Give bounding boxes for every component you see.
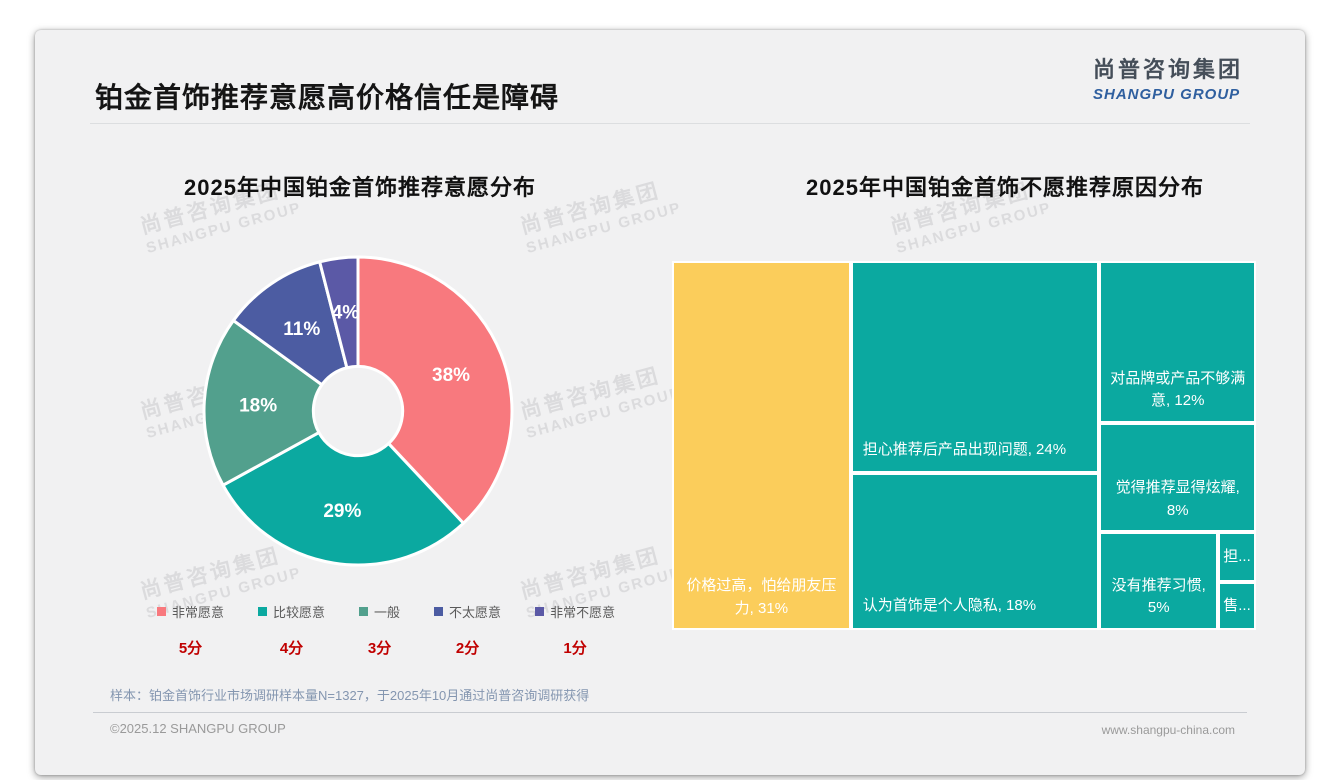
sample-note: 样本：铂金首饰行业市场调研样本量N=1327，于2025年10月通过尚普咨询调研… bbox=[110, 688, 590, 703]
logo-chinese-name: 尚普咨询集团 bbox=[1092, 57, 1243, 82]
donut-data-label: 29% bbox=[323, 501, 361, 522]
donut-slice-非常愿意 bbox=[356, 255, 514, 525]
treemap-cell-label: 售... bbox=[1223, 596, 1251, 614]
footer-divider bbox=[93, 712, 1247, 713]
legend-label: 非常不愿意 bbox=[550, 605, 616, 620]
donut-chart-svg: 38% 29% 18% 11% 4% bbox=[202, 255, 514, 567]
logo-english-name: SHANGPU GROUP bbox=[1092, 86, 1241, 103]
header-divider bbox=[90, 123, 1250, 124]
company-logo: 尚普咨询集团 SHANGPU GROUP bbox=[1093, 52, 1243, 103]
legend-item: 比较愿意 bbox=[258, 602, 325, 621]
legend-col-一般: 一般 3分 bbox=[359, 602, 400, 658]
watermark-en: SHANGPU GROUP bbox=[894, 199, 1054, 257]
legend-item: 一般 bbox=[359, 602, 400, 621]
treemap-cell-担...: 担... bbox=[1218, 532, 1256, 582]
watermark-en: SHANGPU GROUP bbox=[144, 199, 304, 257]
footer-copyright: ©2025.12 SHANGPU GROUP bbox=[110, 721, 286, 736]
legend-item: 非常不愿意 bbox=[535, 602, 615, 621]
legend-marker-icon bbox=[535, 607, 545, 616]
treemap-cell-觉得推荐显得炫耀: 觉得推荐显得炫耀, 8% bbox=[1099, 422, 1256, 533]
legend-score: 2分 bbox=[455, 640, 480, 657]
watermark-cn: 尚普咨询集团 bbox=[517, 364, 663, 424]
treemap-cell-label: 认为首饰是个人隐私, 18% bbox=[862, 597, 1037, 615]
treemap-cell-认为首饰是个人隐私: 认为首饰是个人隐私, 18% bbox=[850, 473, 1100, 630]
legend-col-比较愿意: 比较愿意 4分 bbox=[258, 602, 325, 658]
treemap-cell-价格过高，怕给朋友压力: 价格过高，怕给朋友压力, 31% bbox=[672, 261, 851, 630]
legend-marker-icon bbox=[157, 607, 166, 616]
slide-card: 尚普咨询集团 SHANGPU GROUP 尚普咨询集团 SHANGPU GROUP 尚普… bbox=[35, 30, 1305, 775]
treemap-cell-担心推荐后产品出现问题: 担心推荐后产品出现问题, 24% bbox=[850, 261, 1100, 474]
footer-website: www.shangpu-china.com bbox=[1101, 723, 1235, 737]
legend-label: 非常愿意 bbox=[172, 605, 225, 620]
legend-item: 不太愿意 bbox=[434, 602, 501, 621]
legend-marker-icon bbox=[258, 607, 268, 616]
page-title: 铂金首饰推荐意愿高价格信任是障碍 bbox=[95, 82, 560, 113]
donut-slice-非常不愿意 bbox=[318, 255, 360, 370]
watermark-cn: 尚普咨询集团 bbox=[517, 544, 663, 604]
legend-score: 5分 bbox=[178, 640, 203, 657]
legend-label: 不太愿意 bbox=[449, 605, 502, 620]
treemap-cell-label: 担心推荐后产品出现问题, 24% bbox=[862, 440, 1067, 458]
donut-legend: 非常愿意 5分 比较愿意 4分 一般 3分 不太愿意 2分 非常不愿意 1分 bbox=[157, 602, 615, 658]
donut-slice-比较愿意 bbox=[221, 431, 465, 567]
treemap-cell-没有推荐习惯: 没有推荐习惯, 5% bbox=[1099, 532, 1219, 630]
watermark-en: SHANGPU GROUP bbox=[524, 384, 684, 442]
treemap-chart-title: 2025年中国铂金首饰不愿推荐原因分布 bbox=[806, 175, 1204, 200]
treemap-cell-售...: 售... bbox=[1218, 581, 1256, 630]
donut-data-label: 11% bbox=[283, 319, 320, 340]
donut-slice-一般 bbox=[202, 318, 324, 487]
donut-data-label: 38% bbox=[432, 365, 470, 386]
donut-data-label: 4% bbox=[332, 303, 360, 324]
donut-chart: 38% 29% 18% 11% 4% bbox=[198, 251, 518, 571]
legend-marker-icon bbox=[434, 607, 444, 616]
legend-marker-icon bbox=[359, 607, 369, 616]
treemap-cell-对品牌或产品不够满意: 对品牌或产品不够满意, 12% bbox=[1099, 261, 1256, 423]
legend-item: 非常愿意 bbox=[157, 602, 224, 621]
legend-col-非常愿意: 非常愿意 5分 bbox=[157, 602, 224, 658]
donut-slice-不太愿意 bbox=[231, 260, 349, 387]
treemap-cell-label: 对品牌或产品不够满意, 12% bbox=[1110, 369, 1246, 410]
legend-score: 1分 bbox=[563, 640, 587, 657]
legend-label: 一般 bbox=[374, 605, 401, 620]
legend-score: 3分 bbox=[367, 640, 392, 657]
treemap-cell-label: 没有推荐习惯, 5% bbox=[1111, 576, 1206, 617]
legend-score: 4分 bbox=[279, 640, 304, 657]
treemap-cell-label: 担... bbox=[1223, 547, 1251, 565]
watermark-en: SHANGPU GROUP bbox=[524, 199, 684, 257]
donut-data-label: 18% bbox=[239, 396, 277, 417]
legend-label: 比较愿意 bbox=[273, 605, 326, 620]
legend-col-非常不愿意: 非常不愿意 1分 bbox=[535, 602, 615, 658]
treemap-chart: 价格过高，怕给朋友压力, 31% 担心推荐后产品出现问题, 24% 认为首饰是个人隐… bbox=[672, 261, 1256, 630]
treemap-cell-label: 觉得推荐显得炫耀, 8% bbox=[1115, 479, 1240, 519]
donut-chart-title: 2025年中国铂金首饰推荐意愿分布 bbox=[184, 175, 536, 200]
legend-col-不太愿意: 不太愿意 2分 bbox=[434, 602, 501, 658]
treemap-cell-label: 价格过高，怕给朋友压力, 31% bbox=[686, 577, 837, 617]
